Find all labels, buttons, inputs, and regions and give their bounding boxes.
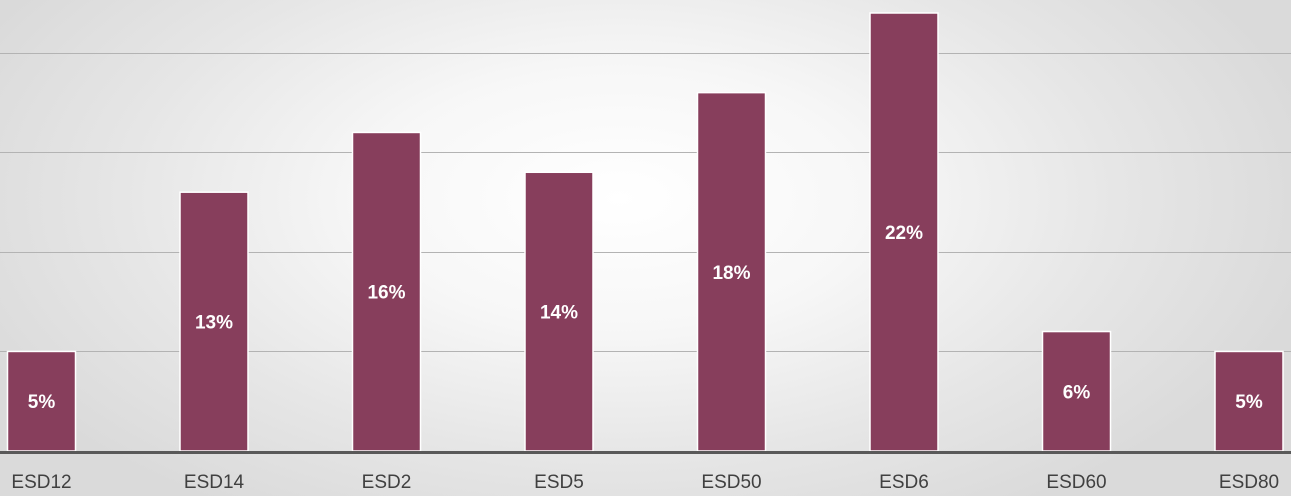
x-tick-esd6: ESD6	[879, 472, 929, 493]
x-tick-esd14: ESD14	[184, 472, 245, 493]
data-label-esd60: 6%	[1063, 382, 1091, 403]
data-label-esd2: 16%	[367, 283, 405, 304]
data-label-esd80: 5%	[1235, 392, 1263, 413]
bar-esd12	[6, 350, 77, 452]
bar-esd80	[1214, 350, 1284, 452]
data-labels: 5% 13% 16% 14% 18% 22% 6% 5%	[28, 223, 1263, 413]
x-tick-esd5: ESD5	[534, 472, 584, 493]
data-label-esd12: 5%	[28, 392, 56, 413]
data-label-esd14: 13%	[195, 313, 233, 334]
x-tick-esd80: ESD80	[1219, 472, 1279, 493]
data-label-esd6: 22%	[885, 223, 923, 244]
data-label-esd5: 14%	[540, 303, 578, 324]
x-tick-esd12: ESD12	[11, 472, 71, 493]
bar-esd60	[1041, 330, 1112, 452]
bar-esd50	[696, 91, 767, 452]
bars	[6, 12, 1284, 452]
bar-esd2	[351, 131, 422, 452]
x-tick-esd60: ESD60	[1046, 472, 1106, 493]
data-label-esd50: 18%	[712, 263, 750, 284]
bar-esd5	[524, 171, 594, 452]
x-tick-esd2: ESD2	[362, 472, 412, 493]
x-tick-labels: ESD12 ESD14 ESD2 ESD5 ESD50 ESD6 ESD60 ESD80	[11, 472, 1279, 493]
x-tick-esd50: ESD50	[701, 472, 761, 493]
bar-esd6	[869, 12, 939, 452]
